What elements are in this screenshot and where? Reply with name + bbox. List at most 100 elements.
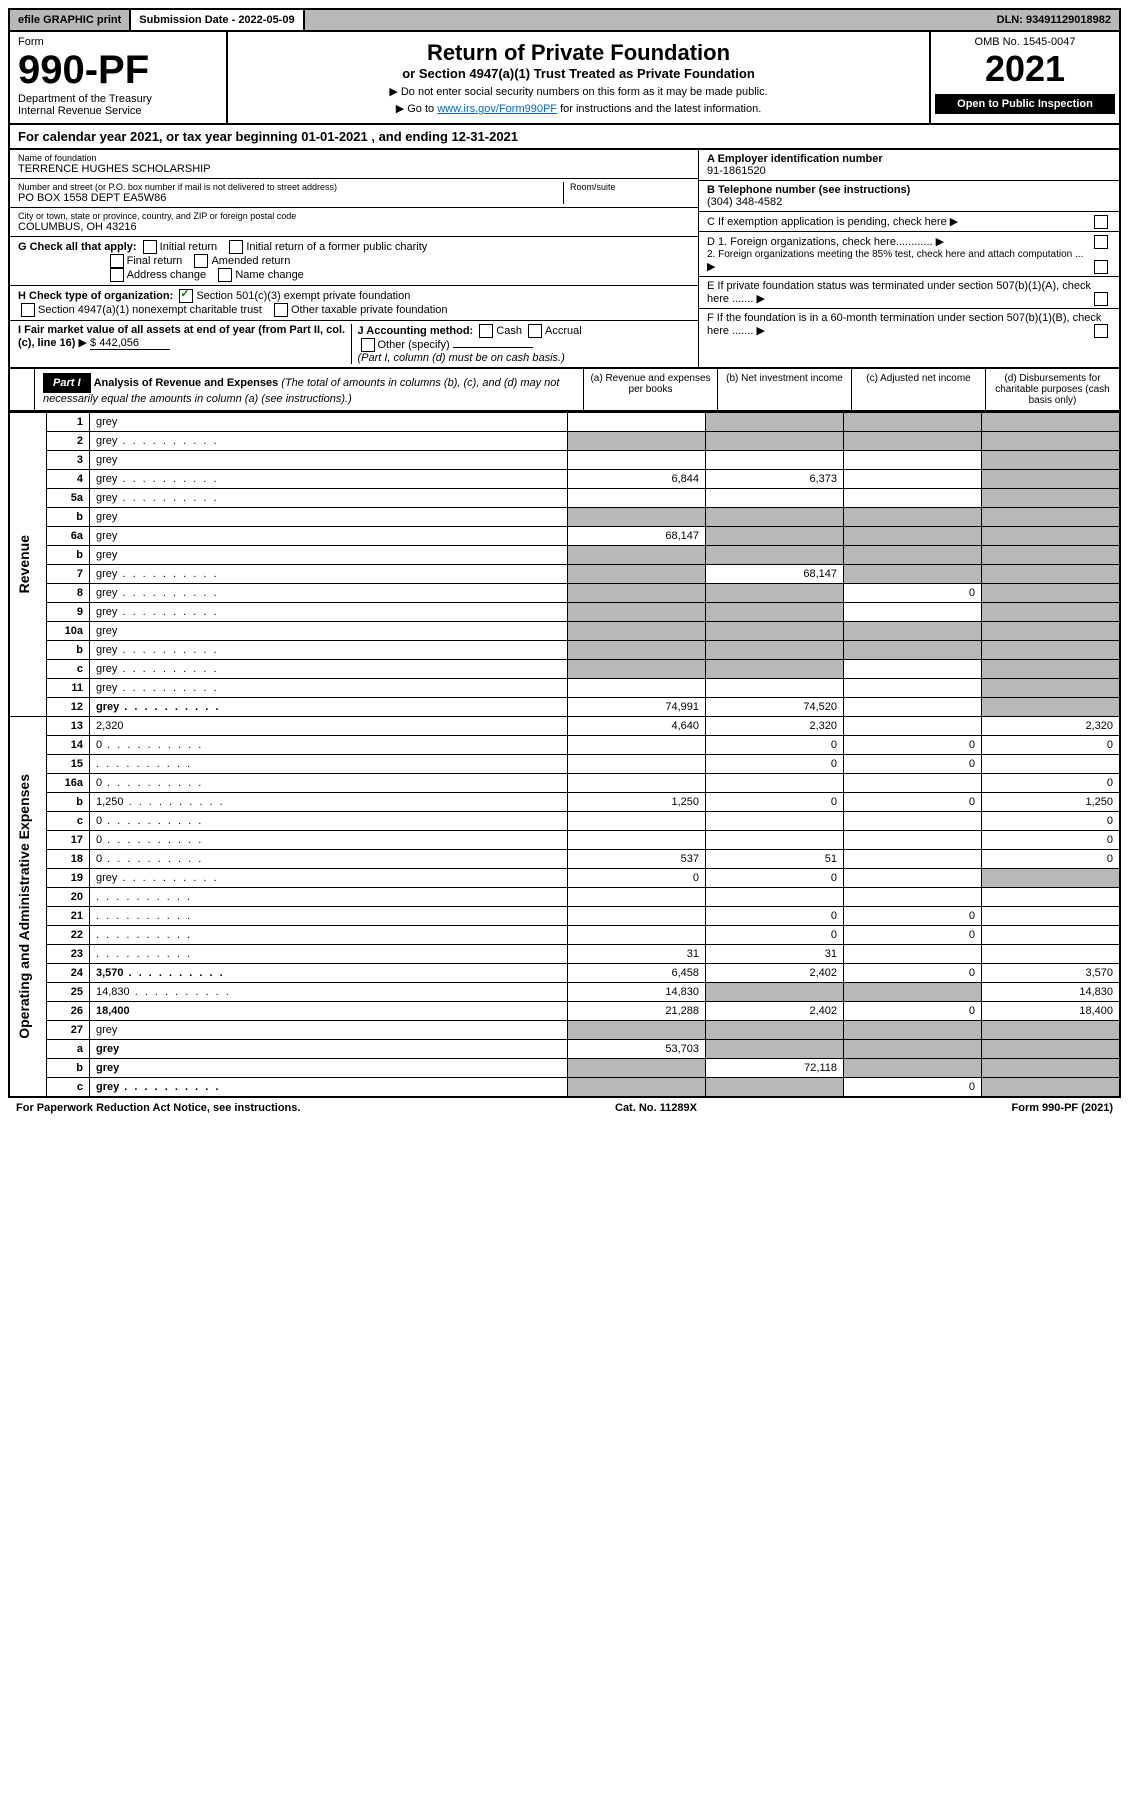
cell-grey <box>982 698 1121 717</box>
cell-grey <box>844 527 982 546</box>
checkbox-f[interactable] <box>1094 324 1108 338</box>
checkbox-d1[interactable] <box>1094 235 1108 249</box>
cell-value: 0 <box>568 869 706 888</box>
line-description: grey <box>90 679 568 698</box>
cell-grey <box>706 527 844 546</box>
inspection-badge: Open to Public Inspection <box>935 94 1115 114</box>
note-ssn: ▶ Do not enter social security numbers o… <box>236 85 921 98</box>
checkbox-501c3[interactable] <box>179 289 193 303</box>
line-number: 20 <box>47 888 90 907</box>
cell-value <box>844 869 982 888</box>
checkbox-name-change[interactable] <box>218 268 232 282</box>
line-number: 27 <box>47 1021 90 1040</box>
line-number: 26 <box>47 1002 90 1021</box>
line-number: 3 <box>47 451 90 470</box>
line-number: b <box>47 641 90 660</box>
checkbox-final-return[interactable] <box>110 254 124 268</box>
cell-value: 0 <box>844 964 982 983</box>
checkbox-amended[interactable] <box>194 254 208 268</box>
line-description: grey <box>90 413 568 432</box>
table-row: 180537510 <box>9 850 1120 869</box>
note-link: ▶ Go to www.irs.gov/Form990PF for instru… <box>236 102 921 115</box>
cell-value <box>568 812 706 831</box>
checkbox-4947[interactable] <box>21 303 35 317</box>
line-number: 4 <box>47 470 90 489</box>
cell-grey <box>568 660 706 679</box>
line-description: grey <box>90 641 568 660</box>
cell-value: 31 <box>706 945 844 964</box>
table-row: 12grey74,99174,520 <box>9 698 1120 717</box>
table-row: 2grey <box>9 432 1120 451</box>
checkbox-other-method[interactable] <box>361 338 375 352</box>
cell-grey <box>982 565 1121 584</box>
top-bar: efile GRAPHIC print Submission Date - 20… <box>8 8 1121 32</box>
line-description: 0 <box>90 831 568 850</box>
checkbox-accrual[interactable] <box>528 324 542 338</box>
line-description: grey <box>90 508 568 527</box>
checkbox-other-taxable[interactable] <box>274 303 288 317</box>
checkbox-address-change[interactable] <box>110 268 124 282</box>
table-row: 27grey <box>9 1021 1120 1040</box>
tax-year: 2021 <box>935 48 1115 90</box>
cell-grey <box>568 622 706 641</box>
line-description <box>90 945 568 964</box>
table-row: 2200 <box>9 926 1120 945</box>
d2-label: 2. Foreign organizations meeting the 85%… <box>707 249 1083 260</box>
ein-value: 91-1861520 <box>707 165 766 177</box>
e-label: E If private foundation status was termi… <box>707 280 1091 305</box>
table-row: bgrey <box>9 641 1120 660</box>
cell-value <box>568 831 706 850</box>
cell-grey <box>844 1021 982 1040</box>
col-d-header: (d) Disbursements for charitable purpose… <box>985 369 1119 410</box>
cell-value <box>844 717 982 736</box>
col-c-header: (c) Adjusted net income <box>851 369 985 410</box>
checkbox-cash[interactable] <box>479 324 493 338</box>
section-label: Revenue <box>9 413 47 717</box>
cell-value <box>844 603 982 622</box>
section-i: I Fair market value of all assets at end… <box>18 324 351 364</box>
line-number: 12 <box>47 698 90 717</box>
cell-grey <box>982 432 1121 451</box>
cell-value <box>844 698 982 717</box>
checkbox-c[interactable] <box>1094 215 1108 229</box>
cell-value <box>844 850 982 869</box>
cell-grey <box>844 546 982 565</box>
foundation-name: TERRENCE HUGHES SCHOLARSHIP <box>18 163 690 175</box>
cell-grey <box>982 641 1121 660</box>
cell-value <box>568 679 706 698</box>
cell-value: 3,570 <box>982 964 1121 983</box>
line-number: 2 <box>47 432 90 451</box>
checkbox-initial-return[interactable] <box>143 240 157 254</box>
line-description: 14,830 <box>90 983 568 1002</box>
phone-value: (304) 348-4582 <box>707 196 782 208</box>
irs-link[interactable]: www.irs.gov/Form990PF <box>437 103 557 115</box>
line-description: grey <box>90 1059 568 1078</box>
cell-grey <box>568 1078 706 1098</box>
part1-badge: Part I <box>43 373 91 393</box>
cell-value: 6,458 <box>568 964 706 983</box>
checkbox-e[interactable] <box>1094 292 1108 306</box>
revenue-expense-table: Revenue1grey2grey3grey4grey6,8446,3735ag… <box>8 412 1121 1098</box>
cell-grey <box>844 508 982 527</box>
cell-value: 74,991 <box>568 698 706 717</box>
line-number: b <box>47 508 90 527</box>
cell-grey <box>706 603 844 622</box>
cell-value <box>706 489 844 508</box>
cell-value <box>568 489 706 508</box>
cell-value: 0 <box>706 907 844 926</box>
cell-grey <box>982 869 1121 888</box>
line-number: 14 <box>47 736 90 755</box>
cell-value <box>706 812 844 831</box>
checkbox-former-charity[interactable] <box>229 240 243 254</box>
c-label: C If exemption application is pending, c… <box>707 216 947 228</box>
footer-mid: Cat. No. 11289X <box>615 1102 697 1114</box>
cell-grey <box>982 660 1121 679</box>
cell-value <box>844 470 982 489</box>
cell-grey <box>982 546 1121 565</box>
cell-value: 0 <box>844 926 982 945</box>
line-number: 21 <box>47 907 90 926</box>
cell-value: 0 <box>706 793 844 812</box>
checkbox-d2[interactable] <box>1094 260 1108 274</box>
cell-value: 0 <box>706 736 844 755</box>
cell-value: 2,320 <box>706 717 844 736</box>
